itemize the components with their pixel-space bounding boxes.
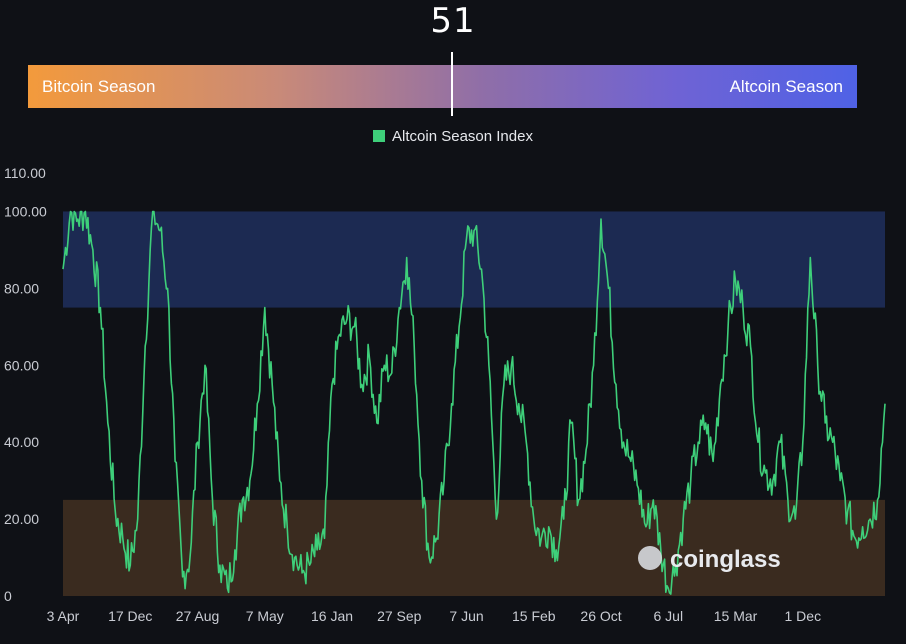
altcoin-index-chart: 0 20.00 40.00 60.00 80.00 100.00 110.00 3 Apr 17… <box>4 165 886 624</box>
x-tick-label: 7 Jun <box>449 608 483 624</box>
y-tick-label: 60.00 <box>4 357 39 373</box>
x-tick-label: 15 Feb <box>512 608 556 624</box>
altcoin-season-index-line <box>62 210 886 595</box>
season-gradient-bar: Bitcoin Season Altcoin Season <box>28 65 857 108</box>
y-tick-label: 20.00 <box>4 511 39 527</box>
x-tick-label: 26 Oct <box>580 608 621 624</box>
coinglass-watermark: coinglass <box>670 546 781 573</box>
index-value: 51 <box>430 1 476 41</box>
x-tick-label: 17 Dec <box>108 608 152 624</box>
altcoin-season-label: Altcoin Season <box>729 77 843 96</box>
y-tick-label: 100.00 <box>4 203 47 219</box>
coinglass-logo-icon <box>638 546 662 570</box>
y-tick-label: 110.00 <box>4 165 46 181</box>
legend-swatch <box>373 130 386 142</box>
x-tick-label: 1 Dec <box>785 608 822 624</box>
x-tick-label: 27 Aug <box>176 608 220 624</box>
x-tick-label: 6 Jul <box>654 608 684 624</box>
bitcoin-season-label: Bitcoin Season <box>42 77 156 96</box>
bitcoin-season-band <box>63 499 885 596</box>
index-marker-line <box>451 52 453 116</box>
x-tick-label: 3 Apr <box>47 608 80 624</box>
y-tick-label: 80.00 <box>4 280 39 296</box>
y-tick-label: 0 <box>4 588 12 604</box>
x-tick-label: 15 Mar <box>714 608 758 624</box>
chart-legend[interactable]: Altcoin Season Index <box>0 128 906 145</box>
x-tick-label: 16 Jan <box>311 608 353 624</box>
y-tick-label: 40.00 <box>4 434 39 450</box>
legend-label: Altcoin Season Index <box>392 128 533 145</box>
altcoin-season-band <box>63 211 885 308</box>
x-tick-label: 27 Sep <box>377 608 422 624</box>
x-tick-label: 7 May <box>246 608 284 624</box>
